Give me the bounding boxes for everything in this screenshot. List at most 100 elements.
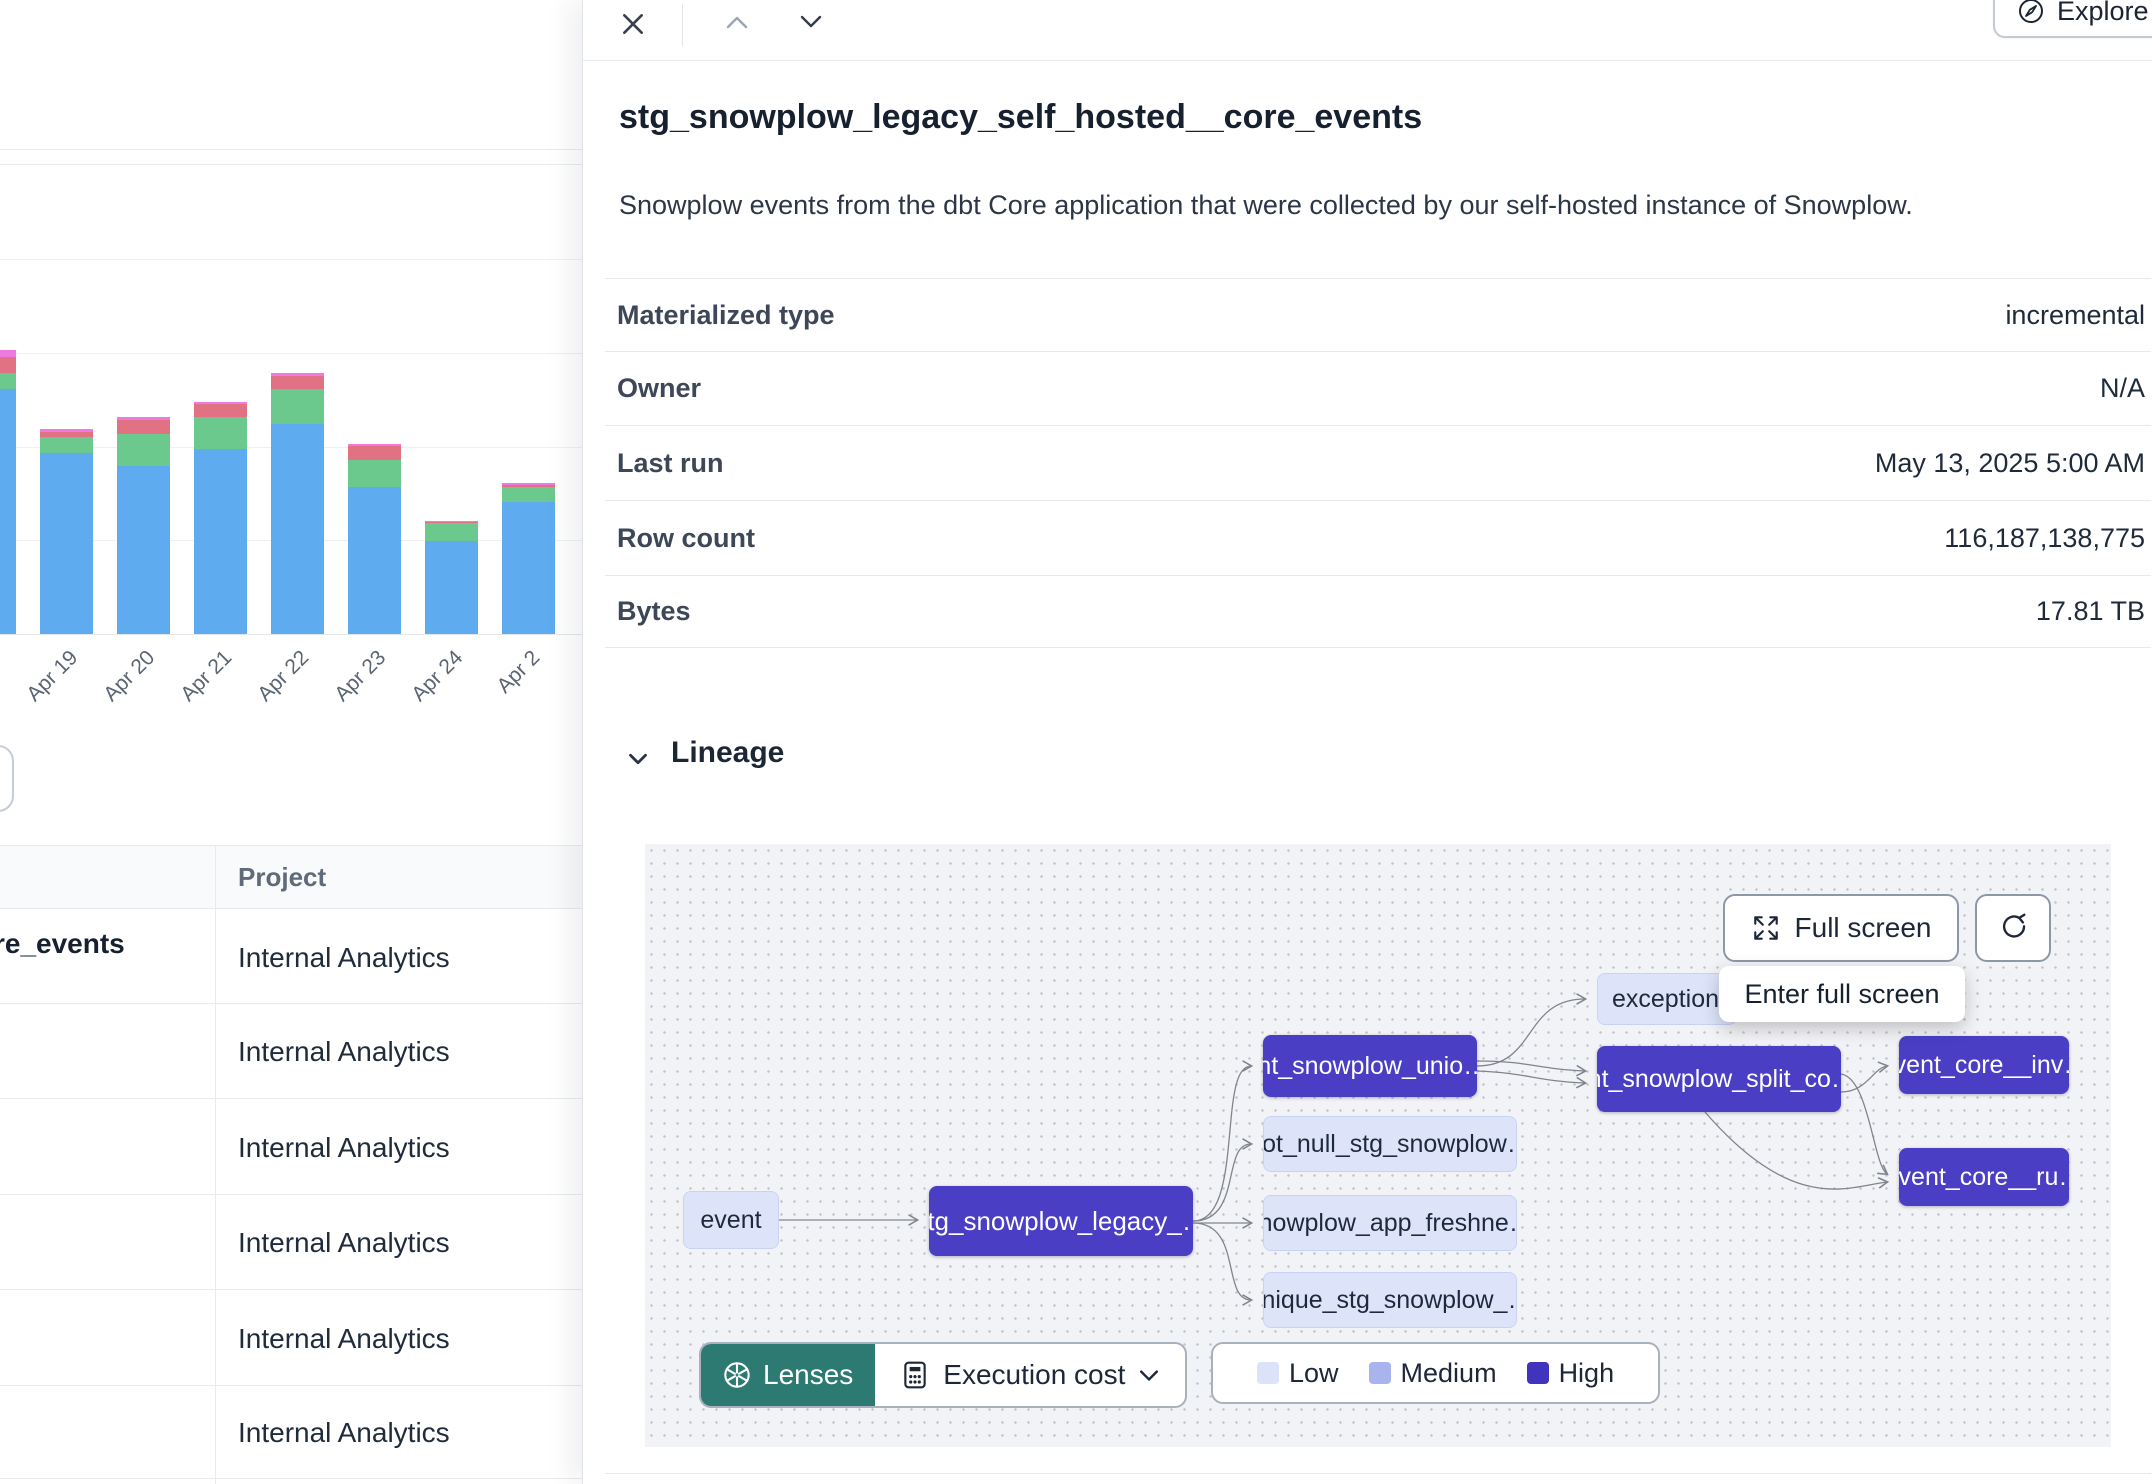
lineage-node-int-snowplow-union[interactable]: int_snowplow_unio… xyxy=(1263,1035,1477,1097)
metadata-list: Materialized type incremental Owner N/A … xyxy=(605,278,2151,648)
project-cell[interactable]: Internal Analytics xyxy=(238,1132,450,1163)
fullscreen-tooltip: Enter full screen xyxy=(1719,966,1965,1022)
project-cell[interactable]: Internal Analytics xyxy=(238,942,450,973)
stacked-bar-chart: Apr 19 Apr 20 Apr 21 Apr 22 Apr 23 Apr 24 Apr … xyxy=(0,0,582,740)
metadata-value: incremental xyxy=(2005,299,2145,330)
bar-segment-blue xyxy=(194,449,247,634)
lineage-canvas[interactable]: event exceptions_2 stg_snowplow_legacy_…… xyxy=(645,844,2111,1447)
node-label: stg_snowplow_legacy_… xyxy=(929,1205,1193,1236)
metadata-label: Last run xyxy=(617,447,724,478)
row-divider xyxy=(0,1385,582,1386)
node-label: snowplow_app_freshne… xyxy=(1264,1208,1516,1237)
close-button[interactable] xyxy=(613,4,653,44)
lineage-node-event-core-ru[interactable]: event_core__ru… xyxy=(1899,1148,2069,1206)
lineage-node-int-snowplow-split[interactable]: int_snowplow_split_co… xyxy=(1597,1046,1841,1112)
metadata-label: Owner xyxy=(617,373,702,403)
node-label: int_snowplow_unio… xyxy=(1263,1051,1477,1080)
bar-Apr 19[interactable] xyxy=(40,429,93,634)
metadata-value: N/A xyxy=(2099,373,2145,403)
high-swatch xyxy=(1526,1362,1549,1384)
node-label: unique_stg_snowplow_… xyxy=(1264,1285,1517,1314)
expand-icon xyxy=(1751,913,1781,943)
bar-Apr 24[interactable] xyxy=(425,521,478,634)
lineage-section-title: Lineage xyxy=(671,736,785,769)
legend-label: Medium xyxy=(1400,1357,1497,1388)
aperture-icon xyxy=(723,1361,751,1389)
panel-topbar: Explore xyxy=(583,0,2152,61)
bar-segment-green xyxy=(502,487,555,502)
model-description: Snowplow events from the dbt Core applic… xyxy=(619,190,1913,220)
bar-Apr 22[interactable] xyxy=(271,373,324,634)
model-name-cell[interactable]: re_events xyxy=(0,928,125,959)
medium-swatch xyxy=(1368,1362,1391,1384)
lineage-node-not-null-test[interactable]: not_null_stg_snowplow… xyxy=(1263,1116,1517,1172)
bar-Apr 23[interactable] xyxy=(348,444,401,634)
row-divider xyxy=(0,1289,582,1290)
row-divider xyxy=(0,1194,582,1195)
background-page: Apr 19 Apr 20 Apr 21 Apr 22 Apr 23 Apr 24 Apr … xyxy=(0,0,582,1484)
bar-segment-red xyxy=(40,432,93,437)
lenses-button[interactable]: Lenses xyxy=(701,1344,876,1406)
project-cell[interactable]: Internal Analytics xyxy=(238,1036,450,1067)
bar-segment-blue xyxy=(425,541,478,634)
project-cell[interactable]: Internal Analytics xyxy=(238,1227,450,1258)
legend-label: Low xyxy=(1289,1357,1339,1388)
close-icon xyxy=(620,11,646,37)
bar-segment-magenta xyxy=(348,444,401,446)
next-button[interactable] xyxy=(793,10,829,34)
metadata-row: Bytes 17.81 TB xyxy=(605,575,2151,648)
row-divider xyxy=(0,908,582,909)
row-divider xyxy=(0,1098,582,1099)
topbar-divider xyxy=(682,4,683,46)
bar-Apr 21[interactable] xyxy=(194,402,247,634)
explore-label: Explore xyxy=(2057,0,2149,26)
bar-segment-magenta xyxy=(194,402,247,404)
refresh-button[interactable] xyxy=(1975,894,2051,962)
metadata-label: Materialized type xyxy=(617,299,835,330)
low-swatch xyxy=(1257,1362,1279,1384)
bar-segment-green xyxy=(0,373,16,389)
table-header-row xyxy=(0,846,582,908)
lens-selected-label: Execution cost xyxy=(943,1359,1126,1390)
lineage-node-event[interactable]: event xyxy=(683,1191,779,1249)
lineage-node-exceptions[interactable]: exceptions_2 xyxy=(1597,973,1737,1025)
project-cell[interactable]: Internal Analytics xyxy=(238,1323,450,1354)
lineage-node-freshness[interactable]: snowplow_app_freshne… xyxy=(1263,1195,1517,1251)
prev-button[interactable] xyxy=(719,10,755,34)
compass-icon xyxy=(2017,0,2045,25)
bar-Apr 25[interactable] xyxy=(502,483,555,634)
bar-Apr 18 (partial)[interactable] xyxy=(0,350,16,634)
explore-button[interactable]: Explore xyxy=(1993,0,2152,38)
bar-segment-blue xyxy=(40,453,93,634)
chevron-down-icon xyxy=(623,744,653,774)
project-cell[interactable]: Internal Analytics xyxy=(238,1417,450,1448)
node-label: event_core__inv… xyxy=(1899,1050,2069,1079)
bar-segment-red xyxy=(425,522,478,523)
lineage-node-stg-snowplow[interactable]: stg_snowplow_legacy_… xyxy=(929,1186,1193,1256)
node-label: not_null_stg_snowplow… xyxy=(1263,1129,1517,1158)
fullscreen-button[interactable]: Full screen xyxy=(1723,894,1959,962)
lineage-node-event-core-inv[interactable]: event_core__inv… xyxy=(1899,1036,2069,1094)
lineage-node-unique-test[interactable]: unique_stg_snowplow_… xyxy=(1263,1272,1517,1328)
lineage-collapse-toggle[interactable] xyxy=(623,744,653,774)
bar-segment-green xyxy=(40,437,93,453)
legend-label: High xyxy=(1558,1357,1615,1388)
bar-segment-magenta xyxy=(117,417,170,420)
partial-pill-button[interactable] xyxy=(0,745,14,812)
chevron-down-icon xyxy=(798,14,824,30)
lens-selector[interactable]: Execution cost xyxy=(875,1344,1185,1406)
bar-segment-red xyxy=(271,376,324,389)
metadata-value: 17.81 TB xyxy=(2035,596,2145,626)
row-divider xyxy=(0,1003,582,1004)
column-divider xyxy=(215,845,216,1484)
metadata-value: May 13, 2025 5:00 AM xyxy=(1874,447,2145,478)
details-panel: Explore stg_snowplow_legacy_self_hosted_… xyxy=(582,0,2152,1484)
row-divider xyxy=(0,1478,582,1479)
legend-item-high: High xyxy=(1526,1357,1615,1389)
bar-Apr 20[interactable] xyxy=(117,417,170,634)
bar-segment-blue xyxy=(348,487,401,634)
page-title: stg_snowplow_legacy_self_hosted__core_ev… xyxy=(619,98,1423,136)
legend-item-low: Low xyxy=(1257,1358,1339,1389)
tooltip-text: Enter full screen xyxy=(1744,978,1940,1009)
